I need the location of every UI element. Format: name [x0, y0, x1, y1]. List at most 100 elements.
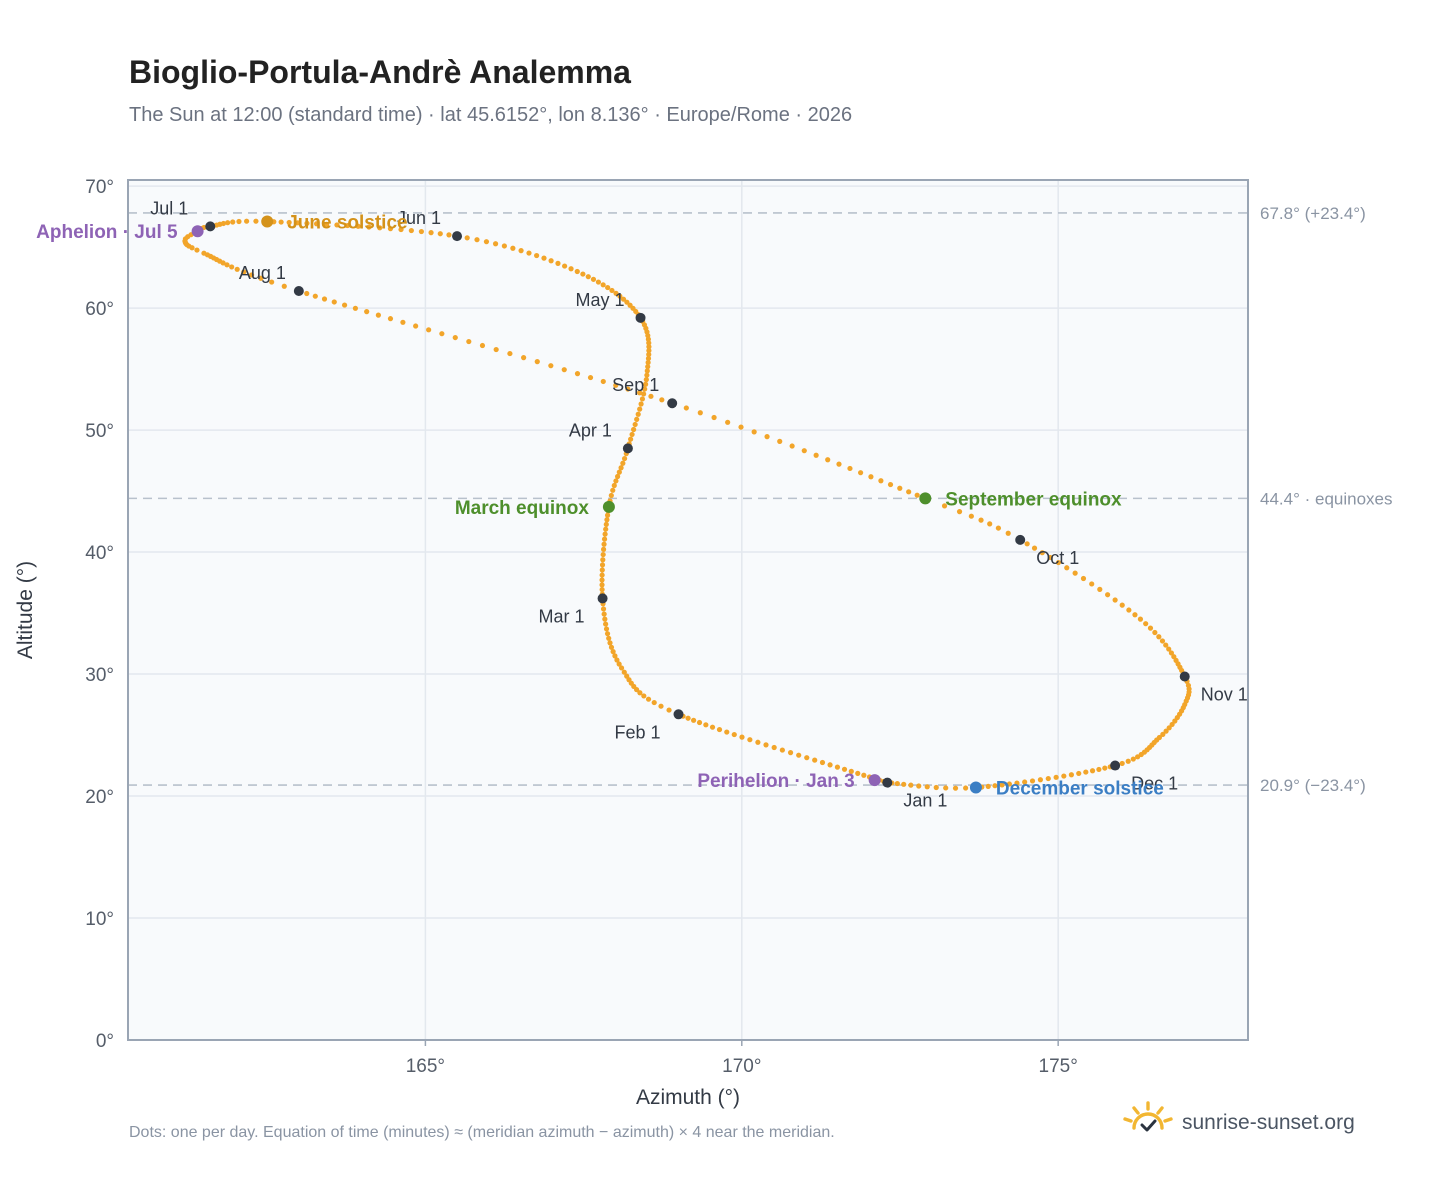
daily-dot [439, 331, 445, 337]
daily-dot [1014, 780, 1020, 786]
daily-dot [548, 258, 554, 264]
daily-dot [642, 386, 648, 392]
daily-dot [466, 338, 472, 345]
event-marker [868, 774, 881, 787]
daily-dot [648, 393, 654, 399]
daily-dot [483, 239, 490, 245]
daily-dot [813, 452, 819, 458]
daily-dot [804, 755, 810, 761]
month-marker [1015, 534, 1026, 545]
daily-dot [377, 225, 383, 231]
daily-dot [1137, 616, 1144, 622]
daily-dot [787, 750, 794, 756]
daily-dot [603, 626, 610, 632]
daily-dot [604, 631, 611, 637]
daily-dot [956, 509, 963, 515]
daily-dot [724, 729, 730, 735]
daily-dot [1031, 545, 1038, 551]
daily-dot [574, 371, 581, 377]
daily-dot [446, 232, 452, 238]
daily-dot [1169, 721, 1175, 728]
daily-dot [312, 293, 318, 299]
daily-dot [501, 243, 507, 249]
daily-dot [1083, 769, 1089, 775]
daily-dot [801, 448, 807, 454]
daily-dot [428, 230, 434, 236]
month-label: Oct 1 [1036, 548, 1079, 568]
daily-dot [646, 340, 652, 346]
daily-dot [646, 344, 652, 350]
daily-dot [304, 220, 310, 226]
month-label: Feb 1 [614, 722, 660, 742]
daily-dot [901, 781, 907, 787]
daily-dot [194, 247, 200, 253]
daily-dot [1022, 779, 1028, 785]
brand-link[interactable]: sunrise-sunset.org [1120, 1100, 1355, 1145]
daily-dot [418, 228, 425, 235]
daily-dot [963, 785, 969, 791]
event-marker [191, 225, 204, 238]
month-markers: Jan 1 Feb 1 Mar 1 Apr 1 May 1 Jun 1 Jul 1 Aug 1… [150, 198, 1247, 810]
daily-dot [1112, 597, 1118, 603]
daily-dot [286, 219, 292, 226]
daily-dot [603, 621, 609, 627]
daily-dot [645, 364, 651, 370]
daily-dot [637, 690, 643, 696]
daily-dot [696, 719, 703, 726]
daily-dot [258, 275, 264, 281]
daily-dot [599, 577, 605, 583]
daily-dot [1156, 634, 1162, 640]
daily-dot [1097, 586, 1103, 592]
daily-dot [812, 757, 818, 763]
daily-dot [747, 737, 753, 743]
daily-dot [408, 227, 414, 234]
daily-dot [616, 469, 622, 475]
daily-dot [492, 241, 499, 247]
daily-dot [1166, 646, 1172, 652]
daily-dot [941, 503, 948, 509]
daily-dot [617, 293, 623, 299]
month-marker [293, 286, 304, 297]
daily-dot [1064, 565, 1070, 571]
daily-dot [906, 489, 912, 495]
daily-dot [600, 378, 606, 385]
daily-dot [697, 410, 703, 416]
daily-dot [897, 485, 903, 491]
daily-dot [621, 669, 627, 675]
daily-dot [606, 635, 612, 641]
daily-dot [731, 731, 737, 738]
daily-dot [641, 693, 647, 699]
daily-dot [635, 411, 641, 417]
daily-dot [1068, 772, 1074, 778]
daily-dot [541, 255, 547, 261]
daily-dot [562, 263, 568, 269]
daily-dot [995, 525, 1002, 531]
daily-dot [236, 218, 242, 225]
daily-dot [624, 299, 630, 305]
daily-dot [703, 722, 709, 728]
daily-dot [764, 434, 770, 440]
y-tick-label: 40° [85, 543, 114, 564]
daily-dot [510, 245, 516, 251]
daily-dot [1024, 541, 1030, 547]
daily-dot [398, 226, 404, 233]
daily-dot [1163, 642, 1169, 648]
daily-dot [493, 346, 499, 353]
daily-dot [612, 653, 618, 659]
daily-dot [548, 363, 554, 369]
daily-dot [645, 359, 651, 366]
daily-dot [220, 260, 226, 266]
daily-dot [711, 414, 717, 421]
daily-dot [659, 397, 665, 403]
daily-dot [1045, 775, 1051, 782]
daily-dot [1130, 756, 1136, 762]
month-label: Mar 1 [539, 606, 585, 626]
daily-dot [1089, 581, 1095, 587]
daily-dot [639, 396, 646, 402]
event-markers: June solstice December solstice March equi… [36, 212, 1164, 799]
daily-dot [580, 271, 586, 277]
daily-dot [1080, 575, 1087, 582]
daily-dot [609, 287, 615, 294]
month-marker [635, 312, 646, 323]
